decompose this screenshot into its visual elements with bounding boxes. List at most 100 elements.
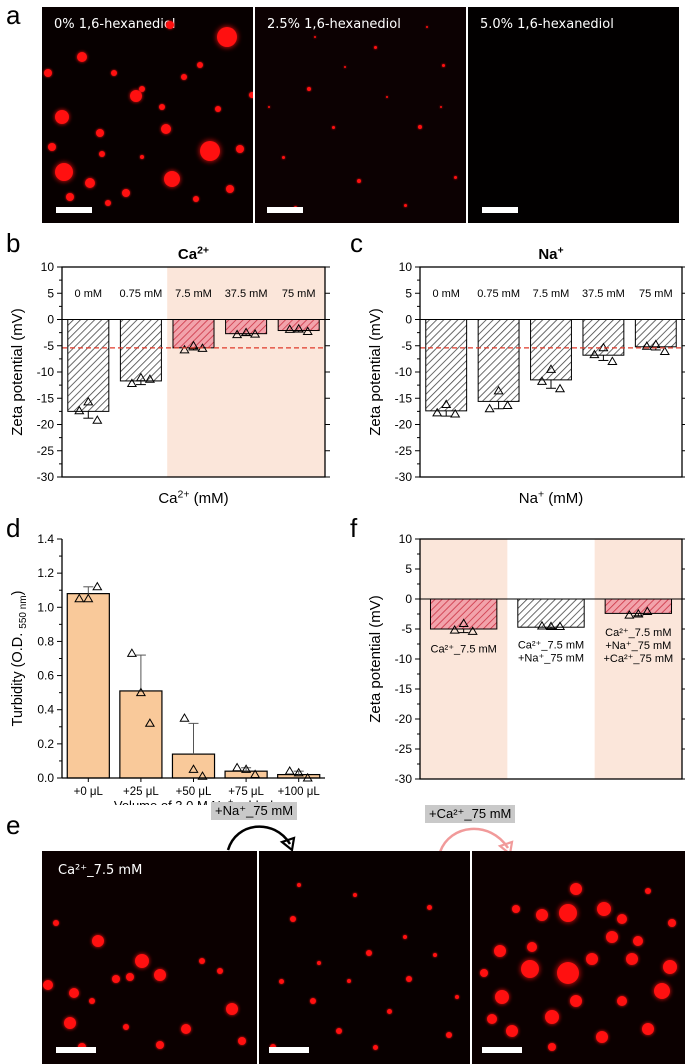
data-point [450, 408, 461, 418]
plot-frame [419, 266, 683, 478]
droplet [373, 45, 377, 49]
x-axis-label: Na+ (mM) [519, 488, 583, 507]
category-label: Ca²⁺_7.5 mM [605, 627, 671, 639]
droplet [494, 945, 506, 957]
data-point [74, 593, 85, 603]
panel-letter-e: e [6, 810, 21, 840]
category-label: 75 mM [639, 288, 673, 300]
bar [172, 319, 215, 349]
y-axis-label: Zeta potential (mV) [367, 595, 384, 723]
y-tick-label: -10 [37, 365, 55, 379]
category-label: 0 mM [75, 288, 103, 300]
category-label: 75 mM [282, 288, 316, 300]
bar [425, 319, 468, 412]
droplet [197, 62, 203, 68]
data-point [135, 687, 146, 697]
data-point [441, 399, 452, 408]
droplet [199, 958, 205, 964]
droplet [85, 178, 95, 188]
droplet [236, 145, 244, 153]
category-label: 0 mM [432, 288, 460, 300]
data-point [659, 346, 670, 355]
data-point [607, 356, 618, 365]
data-point [179, 344, 190, 354]
droplet [439, 105, 443, 109]
category-label: 0.75 mM [120, 288, 163, 300]
y-tick-label: 5 [405, 562, 412, 576]
droplet [69, 988, 79, 998]
data-point [232, 329, 243, 339]
droplet [663, 960, 677, 974]
data-point [179, 713, 190, 722]
data-point [144, 374, 155, 383]
droplet [317, 961, 321, 965]
y-tick-label: 0 [405, 313, 412, 327]
bar [119, 319, 162, 382]
category-label: +Ca²⁺_75 mM [603, 653, 673, 665]
arrow-label-na: +Na⁺_75 mM [211, 802, 298, 820]
shaded-region [594, 539, 682, 779]
y-tick-label: 0 [405, 592, 412, 606]
data-point [197, 771, 208, 780]
droplet [215, 106, 221, 112]
droplet [313, 35, 317, 39]
panel-letter-d: d [6, 515, 20, 543]
micrograph-e2 [259, 851, 470, 1064]
y-tick-label: -5 [401, 622, 412, 636]
data-point [250, 329, 261, 338]
droplet [626, 953, 638, 965]
micrograph-a2-label: 2.5% 1,6-hexanediol [267, 17, 401, 32]
y-tick-label: 10 [399, 532, 413, 546]
micrograph-e1-label: Ca²⁺_7.5 mM [58, 863, 143, 878]
bar [634, 319, 677, 348]
y-tick-label: -20 [395, 712, 413, 726]
bar [582, 319, 625, 356]
y-tick-label: -20 [395, 418, 413, 432]
chart-c: c Na+ 10 5 0 -5 -10 -15 -20 -25 -30 0 mM 0.75 mM 7.5 … [350, 230, 685, 507]
y-tick-label: -30 [37, 470, 55, 484]
data-point [92, 581, 103, 591]
droplet [347, 979, 351, 983]
bar [119, 690, 163, 779]
droplet [654, 983, 670, 999]
droplet [668, 919, 676, 927]
curved-arrow-pink [438, 827, 514, 857]
y-tick-label: -25 [395, 444, 413, 458]
droplet [597, 902, 611, 916]
droplet [112, 975, 120, 983]
panel-letter-c: c [350, 230, 363, 258]
y-axis-label: Zeta potential (mV) [367, 308, 384, 436]
category-label: +Na⁺_75 mM [605, 640, 671, 652]
data-point [545, 364, 557, 373]
droplet [480, 969, 488, 977]
data-point [545, 621, 557, 631]
droplet [403, 935, 407, 939]
droplet [570, 995, 582, 1007]
data-point [598, 342, 609, 352]
droplet [290, 916, 296, 922]
bar [477, 319, 520, 402]
droplet [536, 909, 548, 921]
droplet [310, 998, 316, 1004]
chart-title: Ca2+ [178, 244, 209, 263]
y-tick-label: -30 [395, 772, 413, 786]
scale-bar [56, 1047, 96, 1053]
droplet [645, 888, 651, 894]
y-tick-label: 1.2 [37, 566, 54, 580]
droplet [217, 968, 223, 974]
droplet [617, 996, 627, 1006]
data-point [284, 324, 295, 333]
droplet [343, 65, 347, 69]
data-point [458, 618, 469, 628]
shaded-region [167, 267, 325, 477]
data-point [83, 396, 94, 406]
droplet [156, 1041, 164, 1049]
y-tick-label: 0.8 [37, 634, 54, 648]
droplet [506, 1025, 518, 1037]
panel-letter-a: a [6, 0, 21, 30]
category-label: 37.5 mM [225, 288, 268, 300]
data-point [493, 385, 504, 395]
y-tick-label: -10 [395, 652, 413, 666]
droplet [418, 125, 422, 129]
droplet [43, 980, 53, 990]
